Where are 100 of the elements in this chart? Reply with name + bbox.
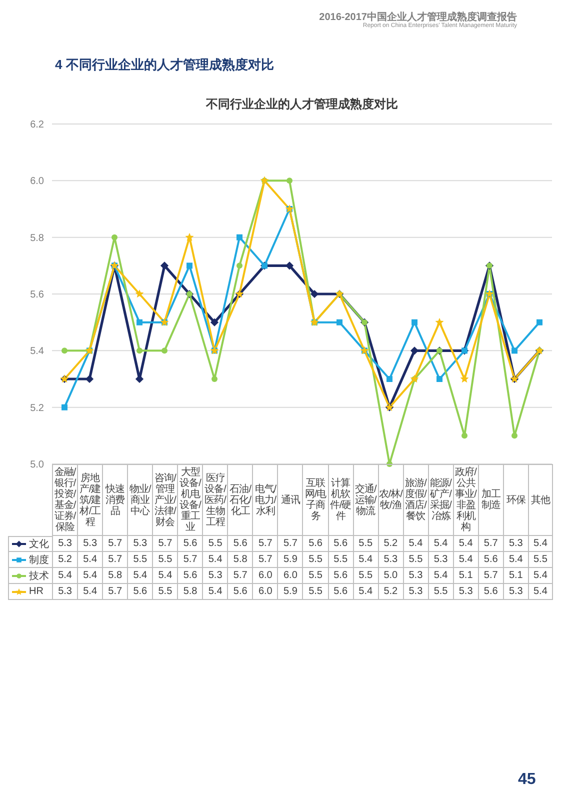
- data-label: 5.2: [52, 552, 78, 568]
- point: [436, 376, 442, 382]
- data-label: 5.5: [202, 536, 228, 552]
- data-label: 5.4: [152, 568, 178, 584]
- data-label: 5.2: [378, 584, 403, 600]
- data-label: 5.3: [402, 584, 428, 600]
- data-label: 5.4: [77, 568, 102, 584]
- data-label: 5.7: [102, 584, 128, 600]
- x-tick-label: 旅游/度假/酒店/餐饮: [404, 478, 428, 522]
- data-label: 5.5: [528, 552, 553, 568]
- data-label: 5.1: [502, 568, 528, 584]
- data-label: 5.4: [402, 536, 428, 552]
- data-label: 5.6: [127, 584, 152, 600]
- data-label: 5.6: [478, 584, 503, 600]
- x-tick-label: 快速消费品: [104, 484, 126, 516]
- data-label: 5.5: [127, 552, 152, 568]
- data-label: 6.0: [252, 584, 278, 600]
- point: [336, 319, 342, 326]
- point: [62, 348, 68, 354]
- data-label: 5.4: [502, 552, 528, 568]
- y-tick-label: 5.6: [30, 290, 44, 301]
- x-tick-label: 大型设备/机电设备/重工业: [178, 467, 202, 533]
- data-label: 5.5: [402, 552, 428, 568]
- data-label: 5.5: [352, 568, 378, 584]
- x-tick-label: 咨询/管理产业/法律/财会: [154, 472, 178, 528]
- data-label: 5.4: [528, 584, 553, 600]
- y-tick-label: 5.2: [30, 402, 44, 414]
- data-label: 5.6: [177, 536, 202, 552]
- data-label: 5.7: [478, 536, 503, 552]
- data-label: 5.3: [202, 568, 228, 584]
- data-label: 5.6: [478, 552, 503, 568]
- data-label: 5.3: [452, 584, 478, 600]
- data-label: 5.5: [428, 584, 453, 600]
- point: [186, 262, 192, 269]
- data-label: 5.3: [127, 536, 152, 552]
- text: 4 不同行业企业的人才管理成熟度对比: [55, 56, 274, 74]
- data-label: 5.6: [328, 568, 353, 584]
- data-label: 5.4: [77, 584, 102, 600]
- data-label: 5.4: [428, 536, 453, 552]
- point: [210, 318, 219, 326]
- x-tick-label: 加工制造: [480, 489, 502, 511]
- data-label: 5.4: [127, 568, 152, 584]
- data-label: 5.4: [452, 536, 478, 552]
- x-tick-label: 交通/运输/物流: [354, 484, 378, 516]
- x-tick-label: 房地产/建筑/建材/工程: [78, 472, 102, 528]
- point: [236, 262, 242, 269]
- data-label: 5.7: [102, 552, 128, 568]
- y-tick-label: 6.2: [30, 120, 44, 131]
- point: [435, 318, 444, 326]
- point: [112, 234, 118, 240]
- data-label: 5.5: [302, 552, 328, 568]
- point: [212, 376, 218, 382]
- text: 2016-2017中国企业人才管理成熟度调查报告: [319, 10, 517, 23]
- data-label: 5.5: [352, 536, 378, 552]
- y-tick-label: 6.0: [30, 176, 44, 188]
- data-label: 5.4: [77, 552, 102, 568]
- data-label: 5.5: [302, 584, 328, 600]
- x-tick-label: 电气/电力/水利: [254, 484, 278, 516]
- point: [160, 262, 169, 270]
- data-label: 5.1: [452, 568, 478, 584]
- x-tick-label: 物业/商业中心: [128, 484, 152, 516]
- data-label: 5.6: [328, 536, 353, 552]
- data-label: 5.5: [302, 568, 328, 584]
- data-label: 5.7: [478, 568, 503, 584]
- data-label: 5.7: [152, 536, 178, 552]
- point: [236, 234, 242, 240]
- point: [136, 319, 142, 326]
- data-label: 5.0: [378, 568, 403, 584]
- data-label: 5.3: [502, 536, 528, 552]
- data-label: 5.6: [302, 536, 328, 552]
- point: [536, 319, 542, 326]
- data-label: 5.6: [328, 584, 353, 600]
- data-label: 5.5: [152, 552, 178, 568]
- data-label: 5.8: [177, 584, 202, 600]
- point: [136, 348, 142, 354]
- legend-label: HR: [29, 586, 44, 597]
- data-label: 5.2: [378, 536, 403, 552]
- x-tick-label: 农/林/牧/渔: [378, 489, 403, 511]
- y-tick-label: 5.8: [30, 232, 44, 244]
- point: [162, 348, 168, 354]
- legend-label: 技术: [29, 570, 49, 582]
- point: [286, 178, 292, 184]
- data-label: 5.5: [328, 552, 353, 568]
- x-tick-label: 金融/银行/投资/基金/证券/保险: [53, 467, 78, 533]
- chart-title: 不同行业企业的人才管理成熟度对比: [204, 96, 399, 113]
- data-label: 5.9: [277, 584, 302, 600]
- y-tick-label: 5.0: [30, 460, 44, 471]
- data-label: 5.4: [428, 568, 453, 584]
- data-label: 5.7: [177, 552, 202, 568]
- data-label: 5.6: [227, 584, 252, 600]
- point: [512, 348, 518, 354]
- data-label: 5.8: [102, 568, 128, 584]
- data-label: 5.3: [77, 536, 102, 552]
- data-label: 5.7: [252, 536, 278, 552]
- point: [185, 232, 194, 241]
- data-label: 5.4: [202, 584, 228, 600]
- data-label: 5.4: [352, 584, 378, 600]
- data-label: 5.6: [177, 568, 202, 584]
- x-tick-label: 其他: [530, 494, 550, 506]
- data-label: 5.3: [378, 552, 403, 568]
